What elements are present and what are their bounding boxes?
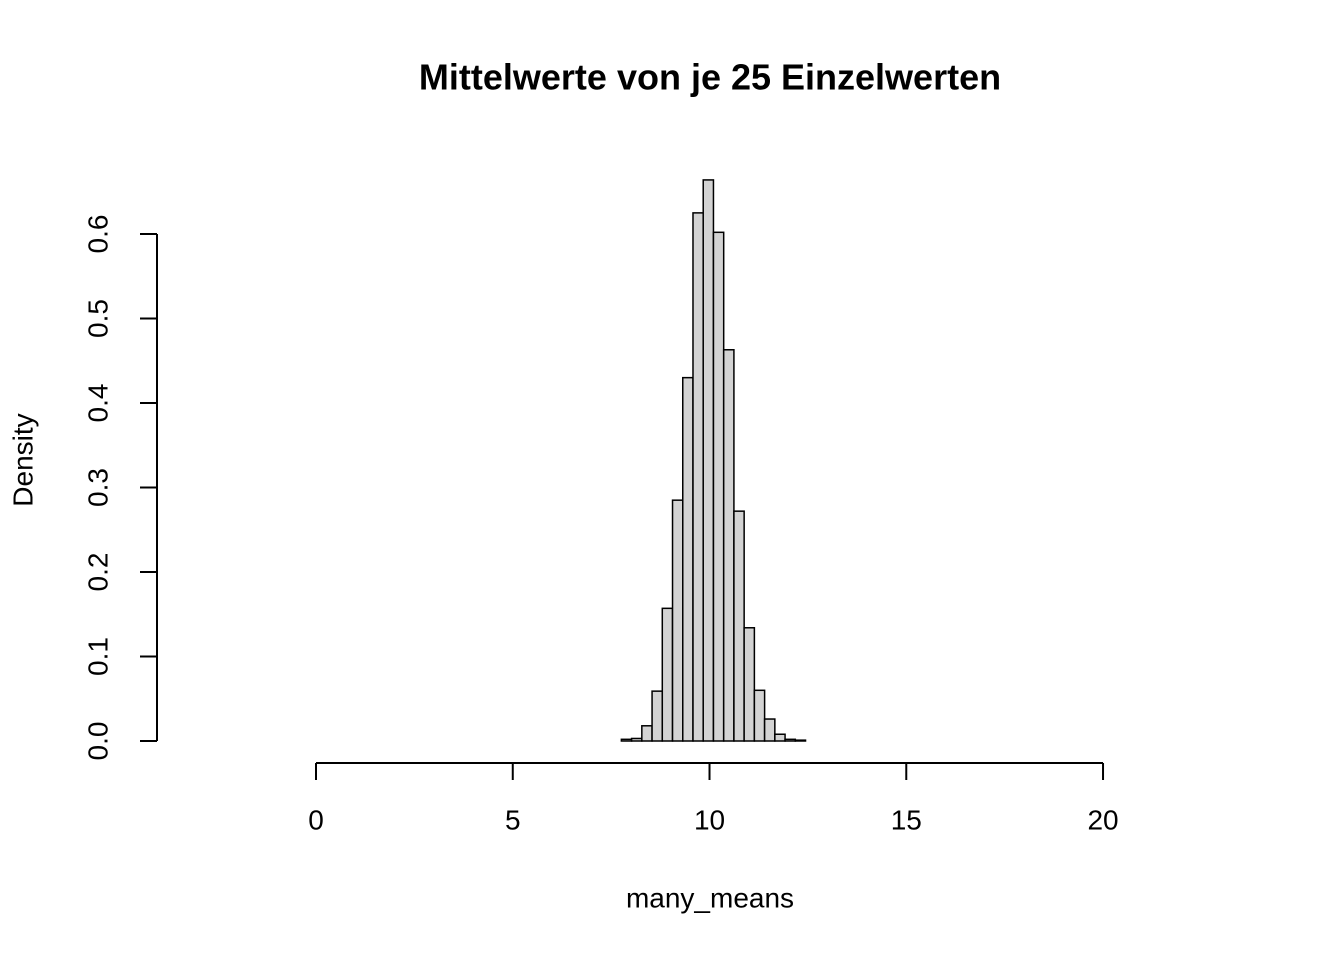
chart-title: Mittelwerte von je 25 Einzelwerten <box>419 57 1001 98</box>
bar <box>753 689 766 742</box>
y-tick-label: 0.4 <box>82 384 113 423</box>
bar <box>682 376 694 742</box>
bar <box>671 499 684 742</box>
bar <box>743 627 756 742</box>
bar <box>794 739 807 742</box>
bar <box>733 510 745 742</box>
bar <box>712 231 725 742</box>
bar <box>620 738 633 742</box>
y-axis-label: Density <box>7 413 38 506</box>
bar <box>774 733 786 742</box>
bar <box>651 690 664 742</box>
x-axis-label: many_means <box>626 882 794 913</box>
bar <box>630 737 643 742</box>
y-tick-label: 0.1 <box>82 637 113 676</box>
x-tick-label: 5 <box>505 804 521 835</box>
x-tick-label: 10 <box>694 804 725 835</box>
y-tick-label: 0.6 <box>82 215 113 254</box>
bar <box>661 607 674 742</box>
bar <box>784 738 797 742</box>
bar <box>763 718 776 742</box>
bar <box>692 212 704 742</box>
x-tick-label: 0 <box>308 804 324 835</box>
bar <box>702 179 715 742</box>
x-tick-label: 20 <box>1087 804 1118 835</box>
bar <box>722 349 735 742</box>
y-tick-label: 0.3 <box>82 468 113 507</box>
bar <box>641 725 653 742</box>
y-tick-label: 0.2 <box>82 553 113 592</box>
x-tick-label: 15 <box>891 804 922 835</box>
y-tick-label: 0.0 <box>82 722 113 761</box>
y-tick-label: 0.5 <box>82 299 113 338</box>
